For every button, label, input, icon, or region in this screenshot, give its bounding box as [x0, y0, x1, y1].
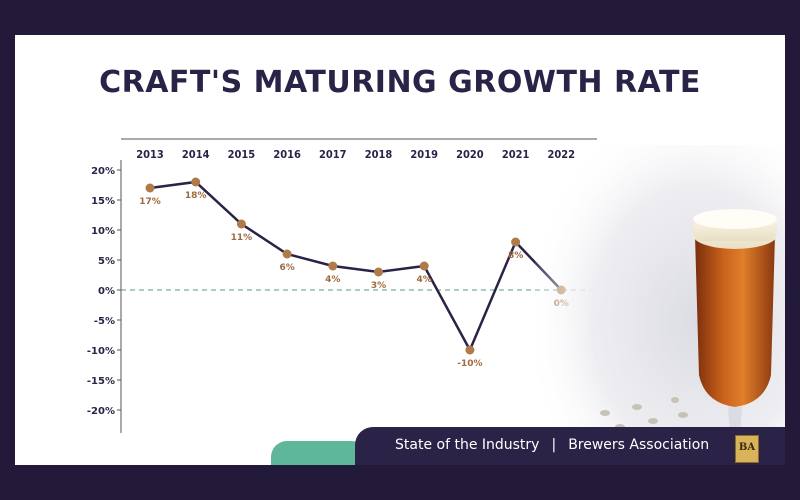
x-tick-label: 2019	[410, 148, 438, 161]
data-point	[328, 261, 338, 271]
x-tick-label: 2017	[319, 148, 347, 161]
data-label: 6%	[279, 263, 294, 273]
y-tick-label: 5%	[98, 256, 115, 267]
teal-tab-decoration	[271, 441, 367, 465]
growth-rate-chart: 2013201420152016201720182019202020212022…	[87, 138, 597, 433]
x-tick-label: 2013	[136, 148, 164, 161]
series-line	[149, 180, 563, 353]
y-tick-label: -20%	[87, 406, 115, 417]
footer-text: State of the Industry | Brewers Associatio…	[395, 437, 709, 453]
beer-glass-image	[535, 145, 785, 465]
x-tick-label: 2020	[456, 148, 484, 161]
x-tick-label: 2018	[365, 148, 393, 161]
y-tick-label: 10%	[91, 226, 115, 237]
data-point	[236, 219, 246, 229]
slide-title: CRAFT'S MATURING GROWTH RATE	[99, 65, 701, 100]
footer-right-text: Brewers Association	[568, 437, 710, 453]
data-point	[419, 261, 429, 271]
footer-bar: State of the Industry | Brewers Associatio…	[355, 427, 785, 465]
footer-left-text: State of the Industry	[395, 437, 540, 453]
x-tick-label: 2016	[273, 148, 301, 161]
x-tick-label: 2021	[502, 148, 530, 161]
data-label: -10%	[457, 359, 482, 369]
slide: CRAFT'S MATURING GROWTH RATE 2013 2014 201…	[15, 35, 785, 465]
data-label: 11%	[231, 233, 253, 243]
data-label: 4%	[325, 275, 340, 285]
y-tick-label: -10%	[87, 346, 115, 357]
data-point	[145, 183, 155, 193]
y-tick-label: 20%	[91, 166, 115, 177]
x-tick-label: 2015	[228, 148, 256, 161]
data-point	[191, 177, 201, 187]
x-tick-label: 2014	[182, 148, 210, 161]
data-label: 3%	[371, 281, 386, 291]
data-label: 4%	[417, 275, 432, 285]
data-point	[465, 345, 475, 355]
data-label: 17%	[139, 197, 161, 207]
y-tick-label: -5%	[94, 316, 115, 327]
y-tick-label: 0%	[98, 286, 115, 297]
y-tick-label: -15%	[87, 376, 115, 387]
data-point	[282, 249, 292, 259]
data-label: 18%	[185, 191, 207, 201]
data-point	[511, 237, 521, 247]
data-point	[374, 267, 383, 277]
footer-separator: |	[551, 437, 557, 453]
data-label: 8%	[508, 251, 523, 261]
brewers-association-logo: BA	[735, 435, 759, 463]
y-tick-label: 15%	[91, 196, 115, 207]
